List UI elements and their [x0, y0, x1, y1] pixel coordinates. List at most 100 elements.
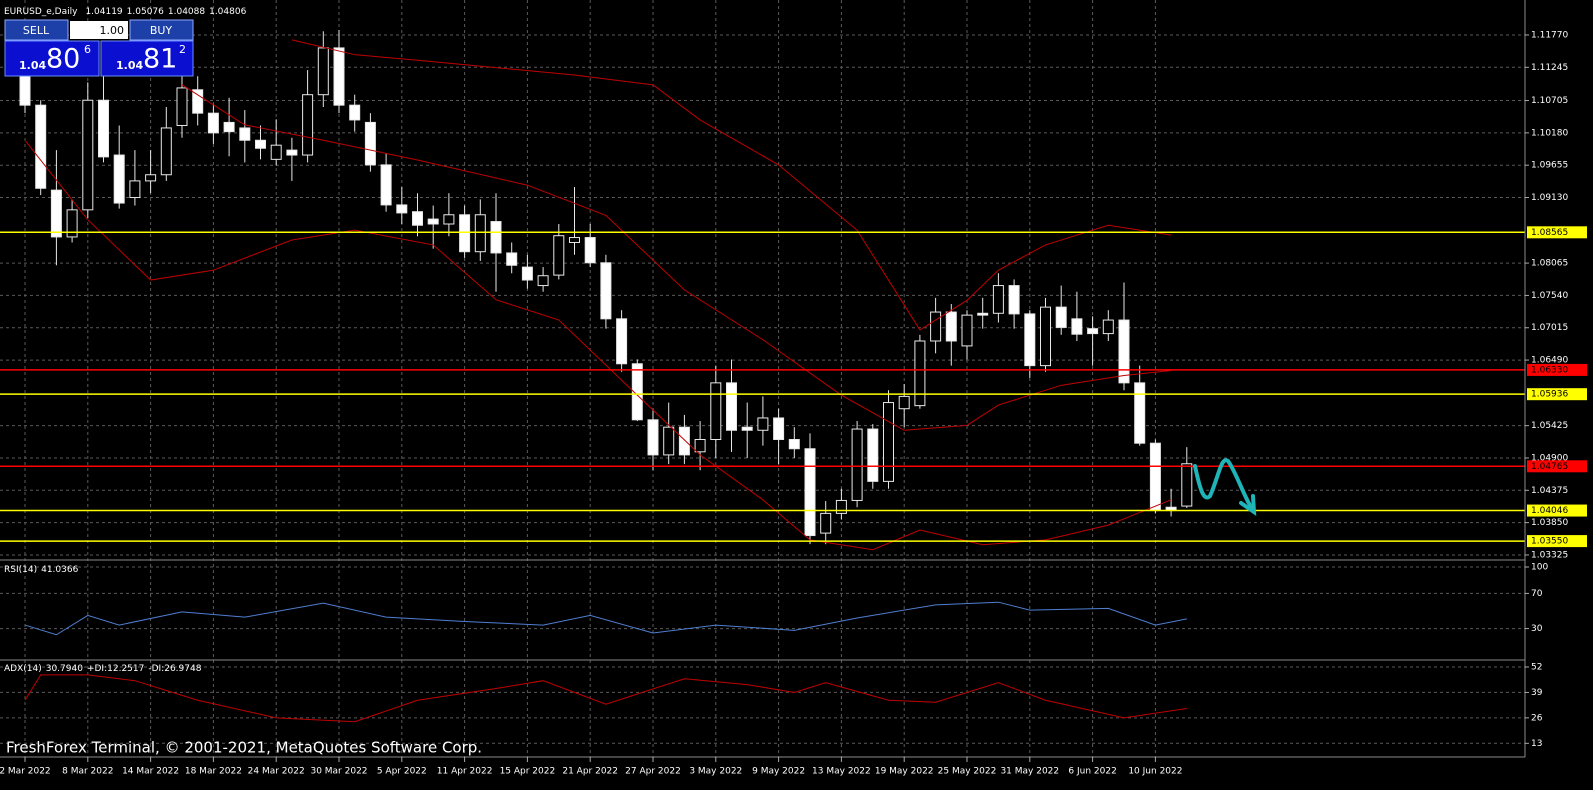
ask-frac: 2	[179, 43, 186, 56]
candle-body	[914, 340, 926, 407]
last-high: 1.05076	[127, 7, 164, 17]
candle-body	[317, 47, 329, 96]
candle-body	[1134, 382, 1146, 444]
candle-body	[490, 221, 502, 254]
candle-body	[412, 211, 423, 226]
x-tick-label: 3 May 2022	[689, 767, 742, 777]
lots-input[interactable]	[70, 21, 128, 39]
ask-box[interactable]	[100, 40, 194, 77]
candle-body	[741, 426, 753, 431]
candle-body	[270, 144, 282, 160]
candle-body	[773, 417, 785, 441]
x-tick-label: 27 Apr 2022	[625, 767, 681, 777]
symbol: EURUSD_e,Daily	[4, 7, 78, 17]
buy-text: BUY	[150, 24, 173, 37]
x-tick-label: 30 Mar 2022	[310, 767, 367, 777]
candle-body	[820, 512, 832, 534]
candle-body	[207, 112, 219, 134]
bollinger-band	[24, 139, 1172, 551]
bollinger-band	[181, 84, 1172, 431]
di-plus-name: +DI:	[87, 664, 107, 674]
x-tick-label: 25 May 2022	[938, 767, 997, 777]
rsi-label: RSI(14) 41.0366	[4, 565, 79, 575]
x-tick-label: 2 Mar 2022	[0, 767, 51, 777]
y-tick-label: 39	[1531, 688, 1543, 698]
candle-body	[1040, 306, 1051, 367]
candle-body	[1008, 285, 1020, 315]
bid-pips: 80	[46, 44, 80, 75]
x-tick-label: 15 Apr 2022	[500, 767, 556, 777]
x-tick-label: 8 Mar 2022	[62, 767, 113, 777]
candle-body	[459, 214, 471, 253]
candle-body	[1181, 463, 1193, 507]
x-tick-label: 11 Apr 2022	[437, 767, 493, 777]
candle-body	[930, 311, 942, 342]
candle-body	[82, 99, 94, 211]
candle-body	[286, 149, 298, 156]
level-tag	[1527, 504, 1587, 517]
x-tick-label: 19 May 2022	[875, 767, 934, 777]
candle-body	[694, 439, 706, 453]
level-label: 1.04046	[1531, 506, 1568, 516]
candle-body	[678, 426, 690, 456]
candle-body	[788, 439, 800, 450]
rsi-title: RSI(14)	[4, 565, 37, 575]
x-tick-label: 31 May 2022	[1000, 767, 1059, 777]
di-minus-value: 26.9748	[164, 664, 201, 674]
candle-body	[380, 164, 392, 206]
candle-body	[804, 448, 816, 537]
axis: 1.11770 1.11245 1.10705 1.10180 1.09655 1.091…	[0, 30, 1587, 777]
level-label: 1.08565	[1531, 228, 1568, 238]
y-tick-label: 52	[1531, 663, 1542, 673]
level-tag	[1527, 226, 1587, 239]
ask-pips: 81	[143, 44, 177, 75]
level-tag	[1527, 388, 1587, 401]
candle-body	[726, 382, 737, 431]
candle-body	[443, 214, 455, 225]
adx-label: ADX(14) 30.7940 +DI:12.2517 -DI:26.9748	[4, 664, 202, 674]
candle-body	[553, 235, 565, 276]
y-tick-label: 100	[1531, 563, 1548, 573]
candle-body	[474, 214, 486, 253]
sell-text: SELL	[23, 24, 50, 37]
sell-button[interactable]	[4, 19, 69, 41]
candle-body	[647, 419, 659, 456]
trade-panel: SELL 1.00 BUY 1.04 80 6 1.04 81 2	[4, 19, 194, 77]
bid-box[interactable]	[4, 40, 100, 77]
candle-body	[883, 402, 894, 482]
candle-body	[1149, 442, 1161, 511]
candle-body	[616, 318, 628, 365]
last-low: 1.04088	[168, 7, 205, 17]
lots-text: 1.00	[100, 24, 125, 37]
candle-body	[113, 154, 125, 204]
candle-body	[835, 499, 847, 514]
candle-body	[992, 285, 1004, 314]
y-tick-label: 1.03325	[1531, 550, 1568, 560]
candle-body	[427, 218, 439, 225]
buy-button[interactable]	[129, 19, 194, 41]
candle-body	[50, 189, 62, 238]
candle-body	[364, 121, 376, 166]
last-close: 1.04806	[209, 7, 246, 17]
y-tick-label: 1.08065	[1531, 259, 1568, 269]
di-plus-value: 12.2517	[107, 664, 144, 674]
candle-body	[1102, 319, 1114, 335]
candle-body	[192, 89, 204, 114]
level-label: 1.06330	[1531, 365, 1568, 375]
level-tag	[1527, 363, 1587, 376]
y-tick-label: 26	[1531, 713, 1543, 723]
candle-body	[851, 428, 863, 501]
bid-big: 1.04	[19, 59, 46, 72]
x-tick-label: 18 Mar 2022	[185, 767, 242, 777]
y-tick-label: 1.10180	[1531, 128, 1568, 138]
bollinger-band	[291, 39, 1172, 331]
symbol-label: EURUSD_e,Daily 1.04119 1.05076 1.04088 1.048…	[4, 7, 247, 17]
y-tick-label: 1.05425	[1531, 421, 1568, 431]
candle-body	[521, 266, 533, 281]
candle-body	[35, 104, 47, 189]
candle-body	[898, 395, 910, 410]
x-tick-label: 13 May 2022	[812, 767, 871, 777]
y-tick-label: 1.11245	[1531, 63, 1568, 73]
candle-body	[1118, 319, 1130, 384]
